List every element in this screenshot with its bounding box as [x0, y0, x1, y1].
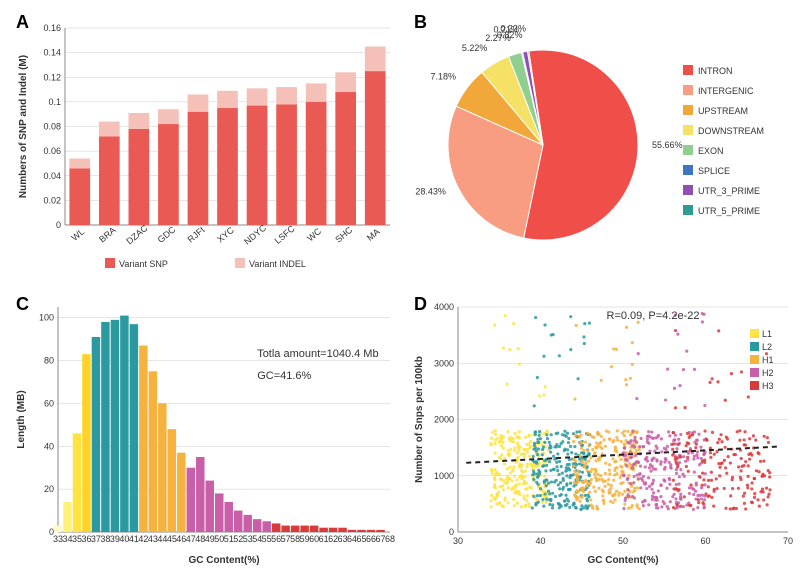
- svg-text:INTERGENIC: INTERGENIC: [698, 86, 754, 96]
- svg-text:60: 60: [700, 536, 710, 546]
- svg-text:MA: MA: [365, 227, 382, 243]
- svg-text:L1: L1: [762, 329, 772, 339]
- svg-text:55.66%: 55.66%: [652, 140, 683, 150]
- svg-text:0.08: 0.08: [43, 122, 61, 132]
- svg-text:2000: 2000: [434, 415, 454, 425]
- svg-text:68: 68: [385, 534, 395, 544]
- svg-text:0.12: 0.12: [43, 72, 61, 82]
- panel-d: D 010002000300040003040506070Number of S…: [408, 292, 798, 567]
- figure-grid: A 0 0.02 0.04 0.06 0.08 0.1 0.12 0.14 0.16 WL BRA D…: [10, 10, 790, 567]
- svg-text:0.02: 0.02: [43, 195, 61, 205]
- svg-text:INTRON: INTRON: [698, 66, 733, 76]
- svg-text:60: 60: [44, 398, 54, 408]
- svg-text:0.1: 0.1: [48, 97, 61, 107]
- svg-text:40: 40: [535, 536, 545, 546]
- svg-text:GC=41.6%: GC=41.6%: [257, 370, 311, 382]
- svg-text:28.43%: 28.43%: [415, 187, 446, 197]
- bar-chart-a: 0 0.02 0.04 0.06 0.08 0.1 0.12 0.14 0.16 WL BRA DZA…: [10, 10, 400, 280]
- svg-text:0: 0: [56, 220, 61, 230]
- svg-text:BRA: BRA: [97, 225, 118, 245]
- svg-text:GC Content(%): GC Content(%): [188, 555, 259, 566]
- svg-text:UTR_5_PRIME: UTR_5_PRIME: [698, 206, 760, 216]
- panel-b: B 55.66%28.43%7.18%5.22%2.27%0.21%0.82%0…: [408, 10, 798, 284]
- svg-text:Numbers of SNP and Indel (M): Numbers of SNP and Indel (M): [18, 55, 29, 198]
- pie-chart-b: 55.66%28.43%7.18%5.22%2.27%0.21%0.82%0.2…: [408, 10, 798, 280]
- panel-c: C 02040608010033343536373839404142434445…: [10, 292, 400, 567]
- svg-text:1000: 1000: [434, 471, 454, 481]
- svg-text:GDC: GDC: [156, 224, 178, 245]
- svg-text:Length (MB): Length (MB): [16, 390, 27, 448]
- svg-text:L2: L2: [762, 342, 772, 352]
- svg-text:DZAC: DZAC: [124, 223, 150, 247]
- svg-text:Variant INDEL: Variant INDEL: [249, 259, 306, 269]
- svg-text:WL: WL: [69, 227, 86, 243]
- svg-text:0.06: 0.06: [43, 146, 61, 156]
- svg-text:7.18%: 7.18%: [430, 71, 456, 81]
- svg-text:NDYC: NDYC: [242, 222, 268, 246]
- svg-text:50: 50: [618, 536, 628, 546]
- panel-c-label: C: [16, 294, 29, 315]
- svg-text:3000: 3000: [434, 358, 454, 368]
- svg-text:0.16: 0.16: [43, 23, 61, 33]
- svg-text:70: 70: [783, 536, 793, 546]
- svg-text:DOWNSTREAM: DOWNSTREAM: [698, 126, 764, 136]
- svg-text:EXON: EXON: [698, 146, 724, 156]
- panel-b-label: B: [414, 12, 427, 33]
- svg-text:H3: H3: [762, 381, 774, 391]
- svg-text:20: 20: [44, 484, 54, 494]
- svg-text:0.14: 0.14: [43, 48, 61, 58]
- svg-text:80: 80: [44, 356, 54, 366]
- svg-text:4000: 4000: [434, 302, 454, 312]
- svg-text:GC Content(%): GC Content(%): [587, 555, 658, 566]
- svg-text:100: 100: [39, 313, 54, 323]
- svg-text:XYC: XYC: [215, 225, 236, 245]
- svg-text:Number of Snps per 100kb: Number of Snps per 100kb: [414, 356, 425, 483]
- svg-text:R=0.09, P=4.2e-22: R=0.09, P=4.2e-22: [607, 310, 700, 322]
- svg-text:SPLICE: SPLICE: [698, 166, 730, 176]
- svg-text:0.22%: 0.22%: [500, 23, 526, 33]
- svg-text:WC: WC: [305, 226, 323, 244]
- svg-text:UPSTREAM: UPSTREAM: [698, 106, 748, 116]
- svg-text:Variant SNP: Variant SNP: [119, 259, 168, 269]
- svg-text:Totla amount=1040.4 Mb: Totla amount=1040.4 Mb: [257, 348, 378, 360]
- svg-text:5.22%: 5.22%: [462, 43, 488, 53]
- scatter-d: 010002000300040003040506070Number of Snp…: [408, 292, 798, 567]
- svg-text:H2: H2: [762, 368, 774, 378]
- svg-text:LSFC: LSFC: [273, 223, 297, 246]
- svg-text:UTR_3_PRIME: UTR_3_PRIME: [698, 186, 760, 196]
- svg-text:0.04: 0.04: [43, 171, 61, 181]
- svg-text:SHC: SHC: [333, 224, 354, 244]
- histogram-c: 0204060801003334353637383940414243444546…: [10, 292, 400, 567]
- svg-text:RJFt: RJFt: [186, 224, 207, 244]
- panel-d-label: D: [414, 294, 427, 315]
- panel-a: A 0 0.02 0.04 0.06 0.08 0.1 0.12 0.14 0.16 WL BRA D…: [10, 10, 400, 284]
- svg-text:40: 40: [44, 441, 54, 451]
- svg-text:30: 30: [453, 536, 463, 546]
- panel-a-label: A: [16, 12, 29, 33]
- svg-text:H1: H1: [762, 355, 774, 365]
